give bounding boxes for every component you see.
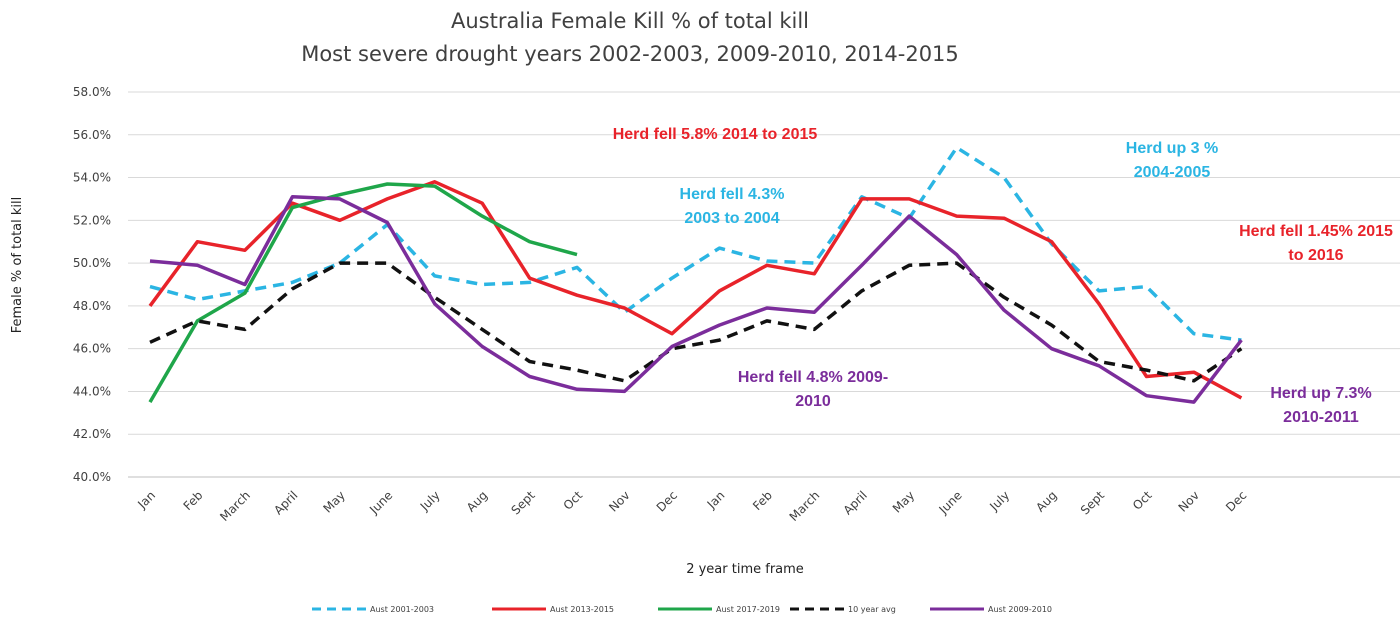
x-tick-label: Feb [181, 488, 206, 513]
x-tick-label: Oct [561, 488, 586, 513]
annotation-text: to 2016 [1288, 247, 1343, 264]
x-tick-label: Dec [1223, 488, 1249, 514]
x-tick-label: May [890, 488, 917, 515]
y-tick-label: 44.0% [73, 384, 111, 398]
y-tick-label: 42.0% [73, 427, 111, 441]
legend-label: Aust 2001-2003 [370, 605, 434, 614]
y-tick-label: 58.0% [73, 85, 111, 99]
chart-title-line-1: Australia Female Kill % of total kill [451, 9, 809, 33]
annotation-text: Herd fell 4.8% 2009- [738, 369, 888, 386]
annotation-text: 2010 [795, 393, 831, 410]
y-tick-label: 46.0% [73, 342, 111, 356]
x-tick-label: Nov [1176, 488, 1202, 514]
x-tick-label: July [417, 488, 443, 514]
x-tick-label: April [271, 488, 300, 517]
annotation-text: Herd up 7.3% [1270, 385, 1371, 402]
series-line-10-year-avg [149, 261, 1243, 383]
x-tick-label: June [936, 488, 965, 517]
x-tick-label: Jan [704, 488, 728, 512]
legend: Aust 2001-2003 Aust 2013-2015 Aust 2017-20… [312, 605, 1052, 614]
annotation-text: 2003 to 2004 [684, 210, 779, 227]
x-tick-label: April [841, 488, 870, 517]
x-tick-label: Nov [606, 488, 632, 514]
x-tick-label: Sept [1078, 488, 1107, 517]
legend-label: Aust 2009-2010 [988, 605, 1052, 614]
annotation-text: Herd fell 5.8% 2014 to 2015 [613, 126, 818, 143]
series-line-aust-2017-2019 [148, 182, 578, 403]
x-tick-label: June [366, 488, 395, 517]
x-axis-ticks: Jan Feb March April May June July Aug Sept Oct Nov… [134, 488, 1249, 524]
x-tick-label: March [787, 488, 823, 524]
legend-label: 10 year avg [848, 605, 896, 614]
y-tick-label: 54.0% [73, 171, 111, 185]
legend-label: Aust 2017-2019 [716, 605, 780, 614]
x-tick-label: Aug [464, 488, 490, 514]
x-tick-label: Oct [1130, 488, 1155, 513]
x-tick-label: July [986, 488, 1012, 514]
series-line-aust-2013-2015 [148, 180, 1243, 400]
y-tick-label: 48.0% [73, 299, 111, 313]
x-tick-label: Aug [1033, 488, 1059, 514]
legend-label: Aust 2013-2015 [550, 605, 614, 614]
annotation-text: 2004-2005 [1134, 164, 1211, 181]
annotation-text: Herd fell 4.3% [680, 186, 785, 203]
x-tick-label: Dec [654, 488, 680, 514]
y-axis-label: Female % of total kill [10, 197, 25, 334]
series-lines [148, 145, 1243, 404]
x-tick-label: Feb [750, 488, 775, 513]
y-tick-label: 50.0% [73, 256, 111, 270]
x-tick-label: May [320, 488, 347, 515]
annotation-text: 2010-2011 [1283, 409, 1359, 426]
annotation-text: Herd up 3 % [1126, 140, 1218, 157]
annotation-text: Herd fell 1.45% 2015 [1239, 223, 1393, 240]
annotations: Herd fell 5.8% 2014 to 2015 Herd fell 4.3… [613, 126, 1393, 426]
y-axis-ticks: 40.0% 42.0% 44.0% 46.0% 48.0% 50.0% 52.0% 54.0%… [73, 85, 111, 484]
x-tick-label: Sept [508, 488, 537, 517]
y-tick-label: 40.0% [73, 470, 111, 484]
x-axis-label: 2 year time frame [686, 562, 804, 577]
y-tick-label: 52.0% [73, 213, 111, 227]
x-tick-label: March [217, 488, 253, 524]
y-tick-label: 56.0% [73, 128, 111, 142]
x-tick-label: Jan [134, 488, 158, 512]
series-line-aust-2009-2010 [149, 195, 1243, 404]
chart-title-line-2: Most severe drought years 2002-2003, 200… [301, 42, 959, 66]
